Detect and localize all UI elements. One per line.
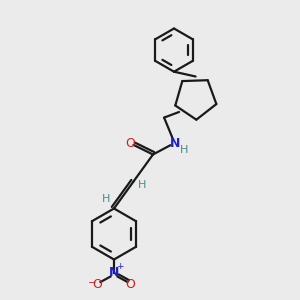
Text: H: H [101, 194, 110, 204]
Text: O: O [125, 137, 135, 150]
Text: H: H [180, 145, 188, 155]
Text: H: H [138, 180, 146, 190]
Text: O: O [93, 278, 102, 291]
Text: +: + [116, 262, 123, 271]
Text: N: N [169, 136, 180, 150]
Text: N: N [109, 266, 119, 280]
Text: −: − [88, 278, 97, 288]
Text: O: O [126, 278, 135, 291]
